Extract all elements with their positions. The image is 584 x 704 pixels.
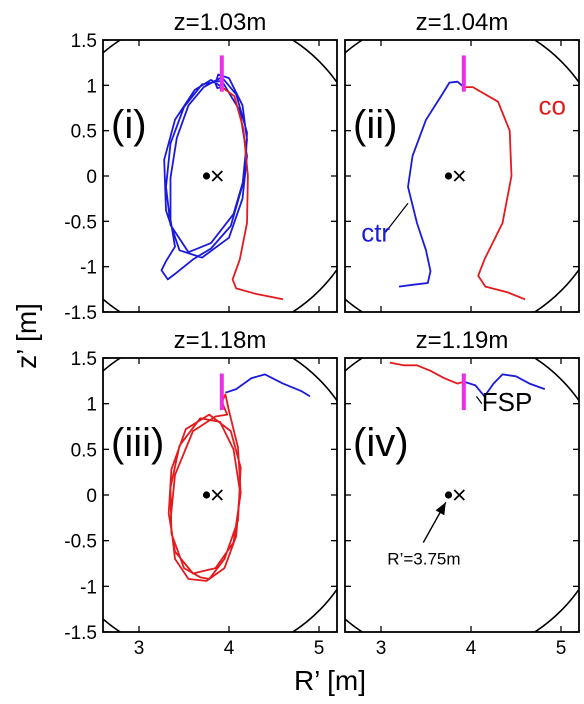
x-tick-label: 3	[376, 638, 387, 659]
ctr-orbit-line	[463, 373, 546, 398]
plot-area	[103, 40, 337, 312]
y-tick-label: -1	[80, 258, 97, 279]
y-tick-label: 0.5	[71, 440, 97, 461]
panel-title: z=1.03m	[174, 9, 267, 36]
co-orbit-line	[389, 361, 465, 385]
magnetic-axis-dot	[444, 491, 453, 499]
panel-label: (ii)	[353, 103, 397, 147]
x-tick-label: 3	[134, 638, 145, 659]
x-axis-label: R’ [m]	[294, 665, 366, 696]
panel-title: z=1.04m	[416, 9, 509, 36]
panel-iv: z=1.19m (iv) FSP R’=3.75m 3 4 5	[344, 327, 580, 659]
panel-label: (i)	[111, 103, 147, 147]
co-orbit-line	[463, 86, 526, 301]
y-tick-label: -0.5	[64, 532, 97, 553]
x-tick-label: 5	[556, 638, 567, 659]
pointer-line	[475, 396, 483, 405]
y-tick-label: 0	[86, 167, 97, 188]
magnetic-axis-dot	[444, 172, 453, 180]
y-tick-label: 0	[86, 486, 97, 507]
x-tick-label: 4	[466, 638, 477, 659]
y-tick-label: -1	[80, 577, 97, 598]
y-tick-label: 1	[86, 395, 97, 416]
panel-ii: z=1.04m (ii) co ctr	[344, 9, 580, 313]
annotation-label: ctr	[361, 217, 390, 247]
y-tick-label: 1.5	[71, 349, 97, 370]
y-tick-label: 1.5	[71, 31, 97, 52]
panel-title: z=1.18m	[174, 327, 267, 354]
panel-label: (iii)	[111, 421, 164, 465]
magnetic-axis-dot	[202, 491, 211, 499]
cross-marker	[453, 170, 465, 182]
panels: z=1.03m (i) 1.5 1 0.5 0 -0.5 -1 -1.5 z=1.04m (ii) c…	[64, 9, 580, 659]
plot-area	[103, 358, 337, 632]
panel-iii: z=1.18m (iii) 1.5 1 0.5 0 -0.5 -1 -1.5 3 4 5	[64, 327, 338, 659]
cross-marker	[453, 489, 465, 501]
annotation-label: FSP	[482, 387, 533, 417]
y-axis-label: z’ [m]	[11, 303, 42, 369]
co-orbit-line	[167, 393, 242, 582]
annotation-label: co	[539, 90, 566, 120]
annotation-arrow-head	[435, 502, 446, 516]
plot-area	[345, 40, 579, 312]
x-tick-label: 5	[314, 638, 325, 659]
co-orbit-line	[221, 86, 284, 301]
plot-area	[345, 358, 579, 632]
panel-label: (iv)	[353, 421, 409, 465]
ctr-orbit-line	[160, 73, 248, 281]
ctr-orbit-line	[225, 373, 311, 398]
magnetic-axis-dot	[202, 172, 211, 180]
panel-title: z=1.19m	[416, 327, 509, 354]
y-tick-label: -0.5	[64, 212, 97, 233]
annotation-label: R’=3.75m	[387, 549, 460, 568]
panel-i: z=1.03m (i) 1.5 1 0.5 0 -0.5 -1 -1.5	[64, 9, 338, 324]
cross-marker	[211, 170, 223, 182]
y-tick-label: -1.5	[64, 623, 97, 644]
y-tick-label: 1	[86, 76, 97, 97]
y-tick-label: -1.5	[64, 303, 97, 324]
pointer-line	[385, 202, 409, 233]
x-tick-label: 4	[224, 638, 235, 659]
y-tick-label: 0.5	[71, 122, 97, 143]
cross-marker	[211, 489, 223, 501]
ctr-orbit-line	[398, 80, 465, 288]
